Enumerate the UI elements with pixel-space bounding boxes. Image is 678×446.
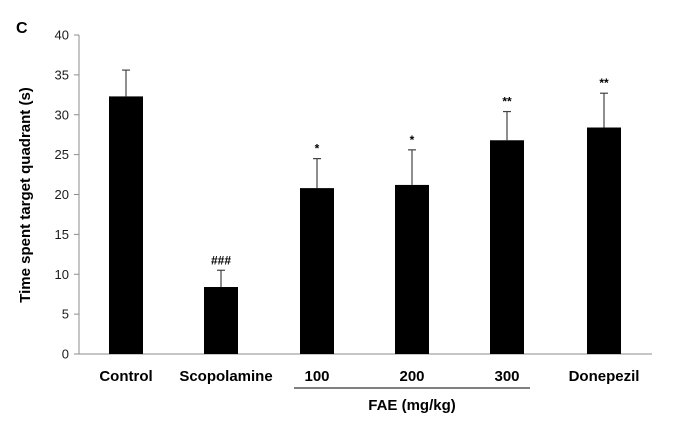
bar	[587, 127, 621, 354]
y-tick-label: 15	[55, 227, 69, 242]
bars: ###******	[109, 69, 621, 354]
significance-label: *	[410, 133, 415, 147]
y-tick-label: 5	[62, 307, 69, 322]
panel-label: C	[16, 20, 28, 37]
y-axis: 0 5 10 15 20 25 30 35 40	[55, 28, 652, 362]
y-tick-label: 0	[62, 347, 69, 362]
y-axis-title: Time spent target quadrant (s)	[17, 87, 34, 303]
significance-label: ###	[211, 253, 231, 267]
category-labels: Control Scopolamine 100 200 300 Donepezil	[99, 368, 639, 385]
x-tick-label: Donepezil	[569, 368, 640, 385]
y-tick-label: 35	[55, 67, 69, 82]
y-tick-label: 20	[55, 187, 69, 202]
significance-label: **	[599, 76, 609, 90]
significance-label: *	[315, 142, 320, 156]
x-tick-label: 200	[399, 368, 424, 385]
bar	[395, 184, 429, 354]
x-tick-label: Scopolamine	[179, 368, 272, 385]
bar	[109, 96, 143, 354]
bar	[204, 287, 238, 354]
y-tick-label: 30	[55, 107, 69, 122]
y-tick-label: 40	[55, 28, 69, 43]
x-tick-label: Control	[99, 368, 152, 385]
bar	[490, 140, 524, 354]
group-label: FAE (mg/kg)	[368, 397, 456, 414]
bar	[300, 188, 334, 354]
x-tick-label: 300	[494, 368, 519, 385]
y-tick-label: 10	[55, 267, 69, 282]
x-tick-label: 100	[304, 368, 329, 385]
significance-label: **	[502, 95, 512, 109]
y-tick-label: 25	[55, 147, 69, 162]
